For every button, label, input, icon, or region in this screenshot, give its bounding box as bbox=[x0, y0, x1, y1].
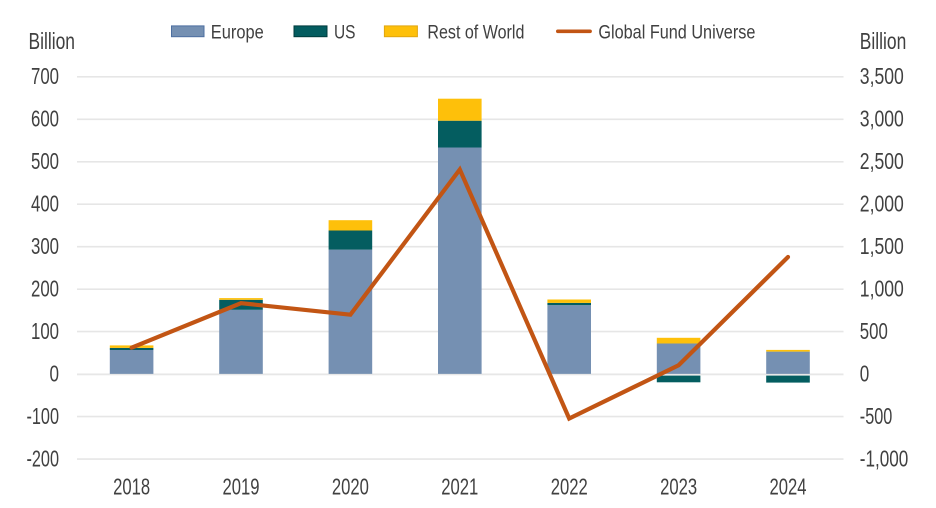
svg-text:2021: 2021 bbox=[441, 474, 478, 500]
svg-text:-1,000: -1,000 bbox=[860, 445, 909, 471]
svg-text:3,000: 3,000 bbox=[860, 106, 904, 132]
svg-text:200: 200 bbox=[31, 275, 59, 301]
svg-text:2018: 2018 bbox=[113, 474, 150, 500]
svg-text:2,500: 2,500 bbox=[860, 148, 904, 174]
svg-text:400: 400 bbox=[31, 190, 59, 216]
svg-text:600: 600 bbox=[31, 106, 59, 132]
svg-text:Europe: Europe bbox=[211, 21, 264, 43]
svg-text:100: 100 bbox=[31, 318, 59, 344]
svg-text:2020: 2020 bbox=[332, 474, 369, 500]
svg-text:1,500: 1,500 bbox=[860, 233, 904, 259]
svg-text:1,000: 1,000 bbox=[860, 275, 904, 301]
svg-text:300: 300 bbox=[31, 233, 59, 259]
svg-text:-100: -100 bbox=[27, 403, 60, 429]
svg-text:2024: 2024 bbox=[770, 474, 807, 500]
svg-text:500: 500 bbox=[31, 148, 59, 174]
svg-text:2,000: 2,000 bbox=[860, 190, 904, 216]
svg-text:-200: -200 bbox=[27, 445, 60, 471]
svg-text:-500: -500 bbox=[860, 403, 893, 429]
svg-text:2022: 2022 bbox=[551, 474, 588, 500]
svg-text:0: 0 bbox=[860, 360, 870, 386]
svg-text:3,500: 3,500 bbox=[860, 63, 904, 89]
svg-text:500: 500 bbox=[860, 318, 888, 344]
svg-text:2023: 2023 bbox=[660, 474, 697, 500]
svg-text:Rest of World: Rest of World bbox=[427, 21, 524, 43]
svg-text:700: 700 bbox=[31, 63, 59, 89]
svg-text:0: 0 bbox=[50, 360, 60, 386]
svg-text:Global Fund Universe: Global Fund Universe bbox=[598, 21, 755, 43]
svg-text:US: US bbox=[334, 21, 356, 43]
svg-text:Billion: Billion bbox=[29, 28, 76, 54]
svg-text:Billion: Billion bbox=[860, 28, 907, 54]
svg-text:2019: 2019 bbox=[223, 474, 260, 500]
